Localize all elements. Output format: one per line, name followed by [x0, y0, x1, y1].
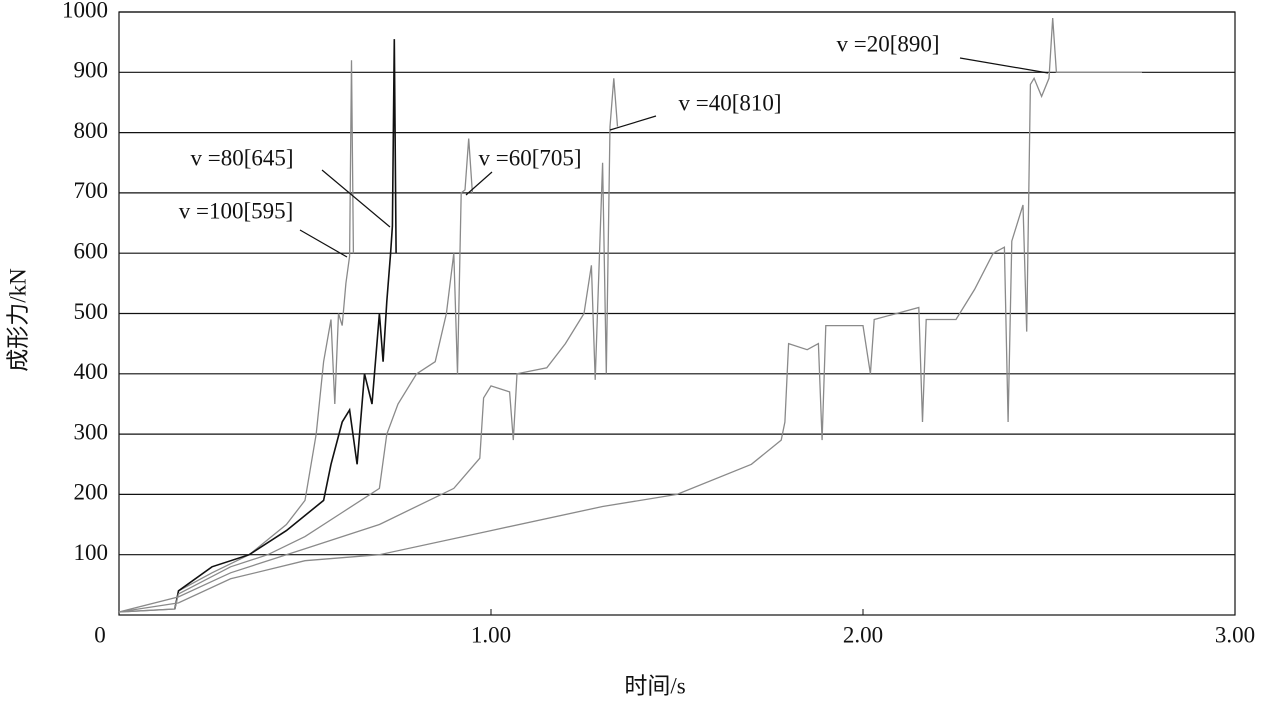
x-tick-label: 0 — [94, 622, 106, 647]
annotation-arrow — [609, 115, 657, 131]
x-tick-label: 3.00 — [1215, 622, 1255, 647]
y-tick-label: 600 — [74, 238, 109, 263]
y-tick-label: 800 — [74, 118, 109, 143]
series-line — [174, 39, 397, 610]
y-tick-label: 900 — [74, 58, 109, 83]
annotation-arrow — [321, 169, 391, 228]
y-tick-label: 300 — [74, 419, 109, 444]
y-tick-label: 500 — [74, 299, 109, 324]
x-tick-label: 1.00 — [471, 622, 511, 647]
y-tick-label: 700 — [74, 178, 109, 203]
x-axis-label: 时间/s — [624, 673, 685, 698]
y-tick-label: 100 — [74, 540, 109, 565]
series-line — [118, 60, 355, 613]
y-axis-label: 成形力/kN — [5, 268, 30, 372]
series-line — [118, 78, 619, 613]
annotation: v =80[645] — [190, 145, 293, 170]
series-line — [118, 17, 1142, 613]
annotation-arrow — [299, 229, 348, 258]
annotation-arrow — [465, 171, 493, 196]
y-tick-label: 1000 — [62, 0, 108, 22]
y-tick-label: 400 — [74, 359, 109, 384]
y-tick-label: 200 — [74, 480, 109, 505]
annotation: v =20[890] — [836, 31, 939, 56]
annotation: v =60[705] — [478, 145, 581, 170]
annotation: v =40[810] — [678, 90, 781, 115]
series-line — [118, 138, 474, 613]
x-tick-label: 2.00 — [843, 622, 883, 647]
annotation: v =100[595] — [179, 198, 294, 223]
annotation-arrow — [959, 57, 1049, 74]
